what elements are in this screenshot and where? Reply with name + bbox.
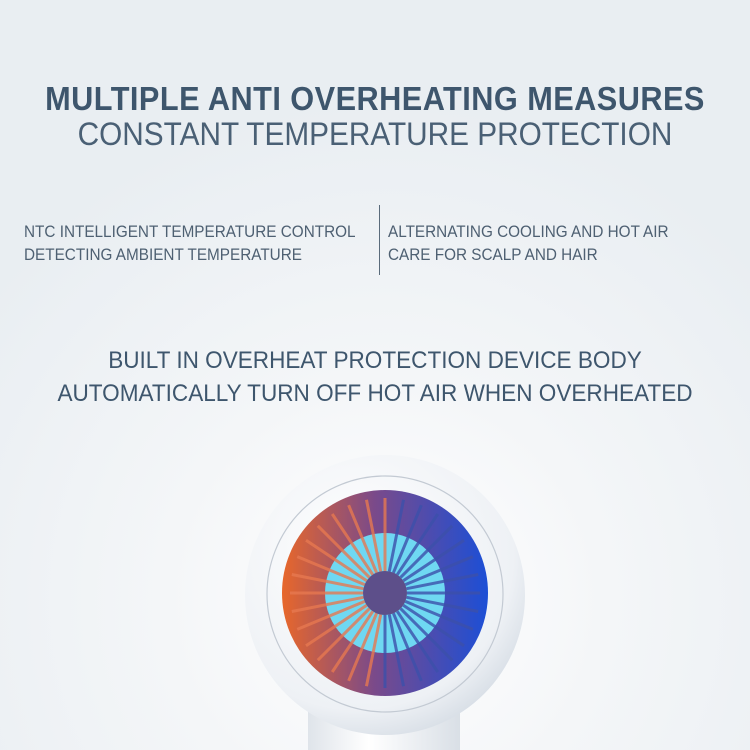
fan-blade bbox=[406, 572, 479, 591]
fan-blade bbox=[316, 607, 371, 662]
headline-subtitle: CONSTANT TEMPERATURE PROTECTION bbox=[77, 116, 673, 152]
fan-blade bbox=[330, 610, 375, 673]
fan-blade bbox=[387, 614, 406, 687]
fan-blade bbox=[305, 603, 368, 648]
feature-left-line1: NTC INTELLIGENT TEMPERATURE CONTROL bbox=[24, 222, 356, 241]
fan-blade bbox=[402, 603, 465, 648]
feature-left-line2: DETECTING AMBIENT TEMPERATURE bbox=[24, 245, 302, 264]
fan-blade bbox=[291, 595, 364, 614]
fan-blade bbox=[296, 600, 366, 631]
fan-blade bbox=[399, 524, 454, 579]
fan-blade bbox=[296, 555, 366, 586]
fan-blade bbox=[404, 600, 474, 631]
fan-blade bbox=[395, 513, 440, 576]
fan-blade bbox=[399, 607, 454, 662]
fan-blade bbox=[392, 612, 423, 682]
feature-right: ALTERNATING COOLING AND HOT AIR CARE FOR… bbox=[388, 220, 669, 266]
fan-blade bbox=[347, 504, 378, 574]
fan-blades bbox=[290, 498, 480, 688]
fan-blade bbox=[364, 614, 383, 687]
fan-blade bbox=[402, 538, 465, 583]
fan-blade bbox=[291, 572, 364, 591]
fan-blade bbox=[392, 504, 423, 574]
divider bbox=[379, 205, 380, 275]
fan-blade bbox=[406, 595, 479, 614]
headline-title: MULTIPLE ANTI OVERHEATING MEASURES bbox=[45, 80, 705, 117]
feature-right-line1: ALTERNATING COOLING AND HOT AIR bbox=[388, 222, 669, 241]
body-line1: BUILT IN OVERHEAT PROTECTION DEVICE BODY bbox=[108, 347, 642, 374]
fan-blade bbox=[387, 499, 406, 572]
fan-blade bbox=[364, 499, 383, 572]
fan-hub bbox=[363, 571, 407, 615]
fan-blade bbox=[316, 524, 371, 579]
fan-blade bbox=[395, 610, 440, 673]
feature-right-line2: CARE FOR SCALP AND HAIR bbox=[388, 245, 598, 264]
fan-blade bbox=[305, 538, 368, 583]
feature-left: NTC INTELLIGENT TEMPERATURE CONTROL DETE… bbox=[24, 220, 356, 266]
fan-blade bbox=[404, 555, 474, 586]
fan-blade bbox=[347, 612, 378, 682]
body-line2: AUTOMATICALLY TURN OFF HOT AIR WHEN OVER… bbox=[57, 380, 693, 407]
fan-blade bbox=[330, 513, 375, 576]
